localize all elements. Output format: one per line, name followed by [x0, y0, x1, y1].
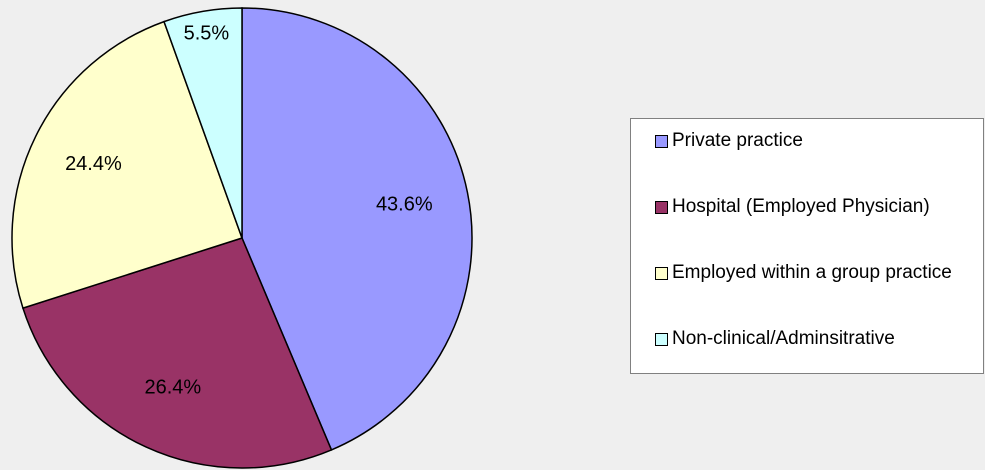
legend-swatch	[655, 333, 668, 346]
legend-label: Private practice	[672, 130, 803, 151]
legend-swatch	[655, 267, 668, 280]
legend-item: Hospital (Employed Physician)	[655, 195, 973, 219]
legend-item: Non-clinical/Adminsitrative	[655, 327, 973, 351]
legend-item: Private practice	[655, 129, 973, 153]
pie-slice	[241, 7, 473, 451]
data-label: 24.4%	[65, 153, 122, 175]
legend-label: Non-clinical/Adminsitrative	[672, 328, 895, 349]
legend-swatch	[655, 135, 668, 148]
legend-swatch	[655, 201, 668, 214]
legend-item: Employed within a group practice	[655, 261, 973, 285]
pie-slice	[163, 7, 243, 239]
pie-slice	[22, 237, 333, 469]
legend: Private practice Hospital (Employed Physi…	[630, 118, 984, 374]
data-label: 26.4%	[144, 377, 201, 399]
pie-slice	[11, 20, 243, 310]
data-label: 5.5%	[184, 22, 230, 44]
legend-label: Hospital (Employed Physician)	[672, 196, 930, 217]
legend-label: Employed within a group practice	[672, 262, 952, 283]
data-label: 43.6%	[376, 193, 433, 215]
